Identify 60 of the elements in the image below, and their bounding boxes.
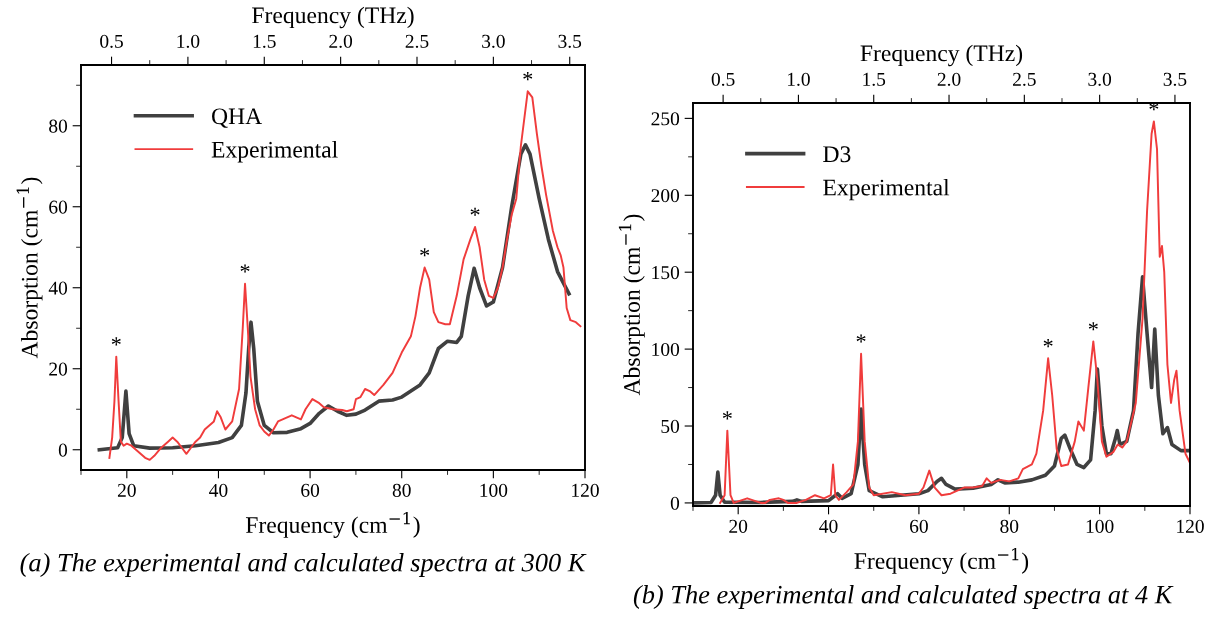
annotation: * — [470, 207, 480, 216]
text: (a) The experimental and calculated spectra at 300 K — [20, 553, 587, 577]
x2-tick-label: 3.5 — [1163, 72, 1187, 86]
x-tick-label: 120 — [1177, 519, 1204, 533]
x2-tick-label: 1.5 — [863, 72, 886, 86]
x2-tick-label: 2.0 — [937, 72, 961, 86]
y-tick-label: 20 — [49, 362, 68, 376]
x2-tick-label: 0.5 — [711, 72, 735, 86]
line-series — [719, 120, 1190, 504]
x2-tick-label: 1.5 — [253, 34, 276, 48]
x2-tick-label: 1.0 — [787, 72, 810, 86]
annotation: * — [1043, 339, 1053, 348]
x-tick-label: 40 — [819, 519, 838, 533]
x-tick-label: 100 — [1086, 519, 1114, 533]
y-tick-label: 250 — [651, 112, 680, 126]
x2-tick-label: 2.5 — [405, 34, 429, 48]
x-tick-label: 60 — [910, 519, 928, 533]
annotation: * — [1088, 322, 1098, 331]
legend-label: Experimental — [211, 141, 338, 163]
legend-label: Experimental — [823, 178, 950, 201]
annotation: * — [523, 72, 533, 81]
x2-tick-label: 0.5 — [100, 34, 123, 48]
x2-axis-title: Frequency (THz) — [860, 44, 1023, 67]
x2-tick-label: 3.0 — [482, 34, 505, 48]
annotation: * — [420, 248, 430, 257]
x-tick-label: 40 — [209, 483, 228, 497]
x-tick-label: 120 — [572, 483, 599, 497]
x-tick-label: 100 — [480, 483, 508, 497]
x-tick-label: 20 — [729, 519, 748, 533]
y-tick-label: 100 — [652, 342, 680, 357]
x2-tick-label: 2.0 — [329, 34, 353, 48]
y-tick-label: 80 — [49, 119, 68, 133]
x-axis-title: Frequency (cm$^{−1}$) — [245, 511, 420, 538]
legend-label: QHA — [212, 108, 263, 128]
annotation: * — [722, 411, 732, 420]
y-axis-title: Absorption (cm$^{−1}$) — [618, 214, 645, 396]
annotation: * — [111, 337, 121, 346]
y-tick-label: 150 — [652, 266, 680, 280]
x2-tick-label: 1.0 — [177, 34, 200, 48]
x-tick-label: 60 — [301, 483, 320, 497]
x2-tick-label: 2.5 — [1013, 72, 1036, 86]
x-tick-label: 80 — [1000, 519, 1019, 533]
y-axis-title: Absorption (cm$^{−1}$) — [16, 177, 43, 359]
line-series — [108, 90, 582, 461]
annotation: * — [240, 264, 250, 273]
y-tick-label: 60 — [49, 200, 68, 214]
x2-tick-label: 3.5 — [558, 34, 582, 48]
y-tick-label: 0 — [670, 496, 680, 510]
x2-axis-title: Frequency (THz) — [252, 6, 414, 29]
x-tick-label: 80 — [392, 483, 411, 497]
y-tick-label: 50 — [661, 419, 680, 433]
y-tick-label: 40 — [48, 281, 68, 295]
x-axis-title: Frequency (cm$^{−1}$) — [854, 547, 1029, 574]
y-tick-label: 0 — [58, 443, 68, 457]
text: (b) The experimental and calculated spectra at 4 K — [633, 585, 1174, 609]
x-tick-label: 20 — [117, 483, 136, 497]
y-tick-label: 200 — [651, 189, 680, 203]
x2-tick-label: 3.0 — [1088, 72, 1112, 86]
annotation: * — [856, 334, 866, 343]
legend-label: D3 — [823, 146, 851, 163]
